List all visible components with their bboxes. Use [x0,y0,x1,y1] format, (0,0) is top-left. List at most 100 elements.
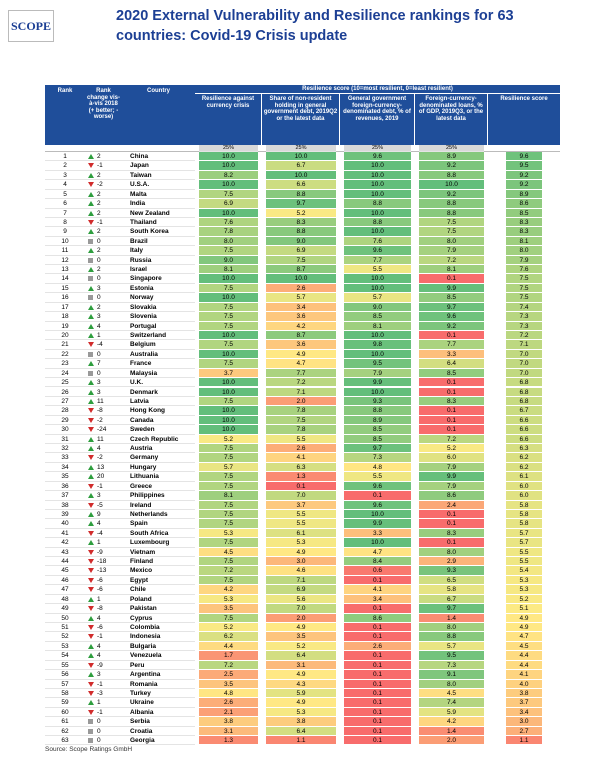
resilience-score: 7.6 [506,265,542,275]
currency-crisis: 7.5 [199,538,258,548]
change-arrow [88,653,94,659]
fx-debt: 0.1 [344,717,411,727]
non-resident-share: 6.7 [266,161,336,171]
country: Austria [122,444,195,454]
non-resident-share: 7.7 [266,368,336,379]
country: France [122,359,195,369]
rank-change: -2 [85,453,122,463]
fx-loans: 7.9 [419,246,484,256]
rank-change: -4 [85,529,122,539]
currency-crisis: 7.5 [199,396,258,407]
rank: 24 [45,369,85,379]
change-arrow [88,389,94,395]
country: Bulgaria [122,642,195,652]
change-arrow [88,719,93,725]
resilience-score: 5.5 [506,547,542,558]
rank-change: 0 [85,237,122,247]
fx-debt: 10.0 [344,170,411,181]
rank: 16 [45,293,85,303]
fx-loans: 5.2 [419,444,484,454]
rank-change: -6 [85,585,122,595]
rank: 12 [45,256,85,266]
rank: 27 [45,397,85,407]
resilience-score: 3.0 [506,717,542,727]
rank: 2 [45,161,85,171]
fx-debt: 8.8 [344,217,411,228]
rank-change: 2 [85,152,122,162]
fx-debt: 0.1 [344,736,411,746]
change-arrow [88,370,93,376]
non-resident-share: 5.3 [266,707,336,718]
rank: 17 [45,303,85,313]
rank-change: 1 [85,595,122,605]
resilience-score: 4.7 [506,632,542,642]
rank-change: 4 [85,651,122,661]
fx-debt: 0.1 [344,491,411,501]
currency-crisis: 7.5 [199,575,258,586]
resilience-score: 7.0 [506,359,542,369]
header-band [45,85,560,145]
country: Hungary [122,463,195,473]
resilience-score: 5.3 [506,585,542,595]
rank-change: 0 [85,256,122,266]
change-arrow [88,201,94,207]
fx-debt: 10.0 [344,227,411,237]
fx-loans: 9.6 [419,312,484,322]
country: Croatia [122,727,195,737]
fx-loans: 8.3 [419,528,484,539]
title: 2020 External Vulnerability and Resilien… [116,8,514,24]
country: Albania [122,708,195,718]
change-arrow [88,398,94,404]
change-arrow [88,332,94,338]
resilience-score: 6.8 [506,396,542,407]
non-resident-share: 7.8 [266,425,336,435]
country: Singapore [122,274,195,284]
weight: 25% [266,145,336,152]
fx-debt: 4.7 [344,547,411,558]
fx-loans: 1.4 [419,726,484,737]
rank: 11 [45,246,85,256]
rank-change: -4 [85,340,122,350]
column-header: Resilience against currency crisis [195,94,262,145]
country: Lithuania [122,472,195,482]
non-resident-share: 3.5 [266,632,336,642]
fx-debt: 10.0 [344,274,411,284]
rank: 7 [45,209,85,218]
fx-loans: 8.0 [419,547,484,558]
non-resident-share: 7.5 [266,255,336,266]
non-resident-share: 7.1 [266,575,336,586]
rank-change: -3 [85,689,122,699]
fx-loans: 7.2 [419,434,484,444]
change-arrow [88,314,94,320]
fx-debt: 4.1 [344,585,411,595]
rank: 13 [45,265,85,275]
currency-crisis: 3.1 [199,726,258,737]
rank-change: -1 [85,161,122,171]
fx-debt: 10.0 [344,387,411,397]
currency-crisis: 7.8 [199,227,258,237]
fx-loans: 8.8 [419,632,484,642]
rank: 60 [45,708,85,718]
fx-loans: 5.9 [419,707,484,718]
non-resident-share: 4.9 [266,547,336,558]
country: Poland [122,595,195,605]
rank-change: -9 [85,548,122,558]
non-resident-share: 8.8 [266,189,336,200]
fx-loans: 9.9 [419,472,484,482]
currency-crisis: 3.5 [199,604,258,614]
rank-change: 0 [85,736,122,746]
country: Thailand [122,218,195,228]
country: Georgia [122,736,195,746]
rank-change: 4 [85,642,122,652]
country: U.S.A. [122,180,195,190]
non-resident-share: 2.0 [266,613,336,623]
fx-loans: 6.7 [419,594,484,605]
change-arrow [88,210,94,216]
currency-crisis: 4.8 [199,688,258,699]
currency-crisis: 3.5 [199,679,258,689]
non-resident-share: 5.9 [266,688,336,699]
resilience-score: 6.2 [506,453,542,463]
rank-change: -1 [85,680,122,689]
currency-crisis: 10.0 [199,330,258,341]
fx-loans: 7.2 [419,255,484,266]
